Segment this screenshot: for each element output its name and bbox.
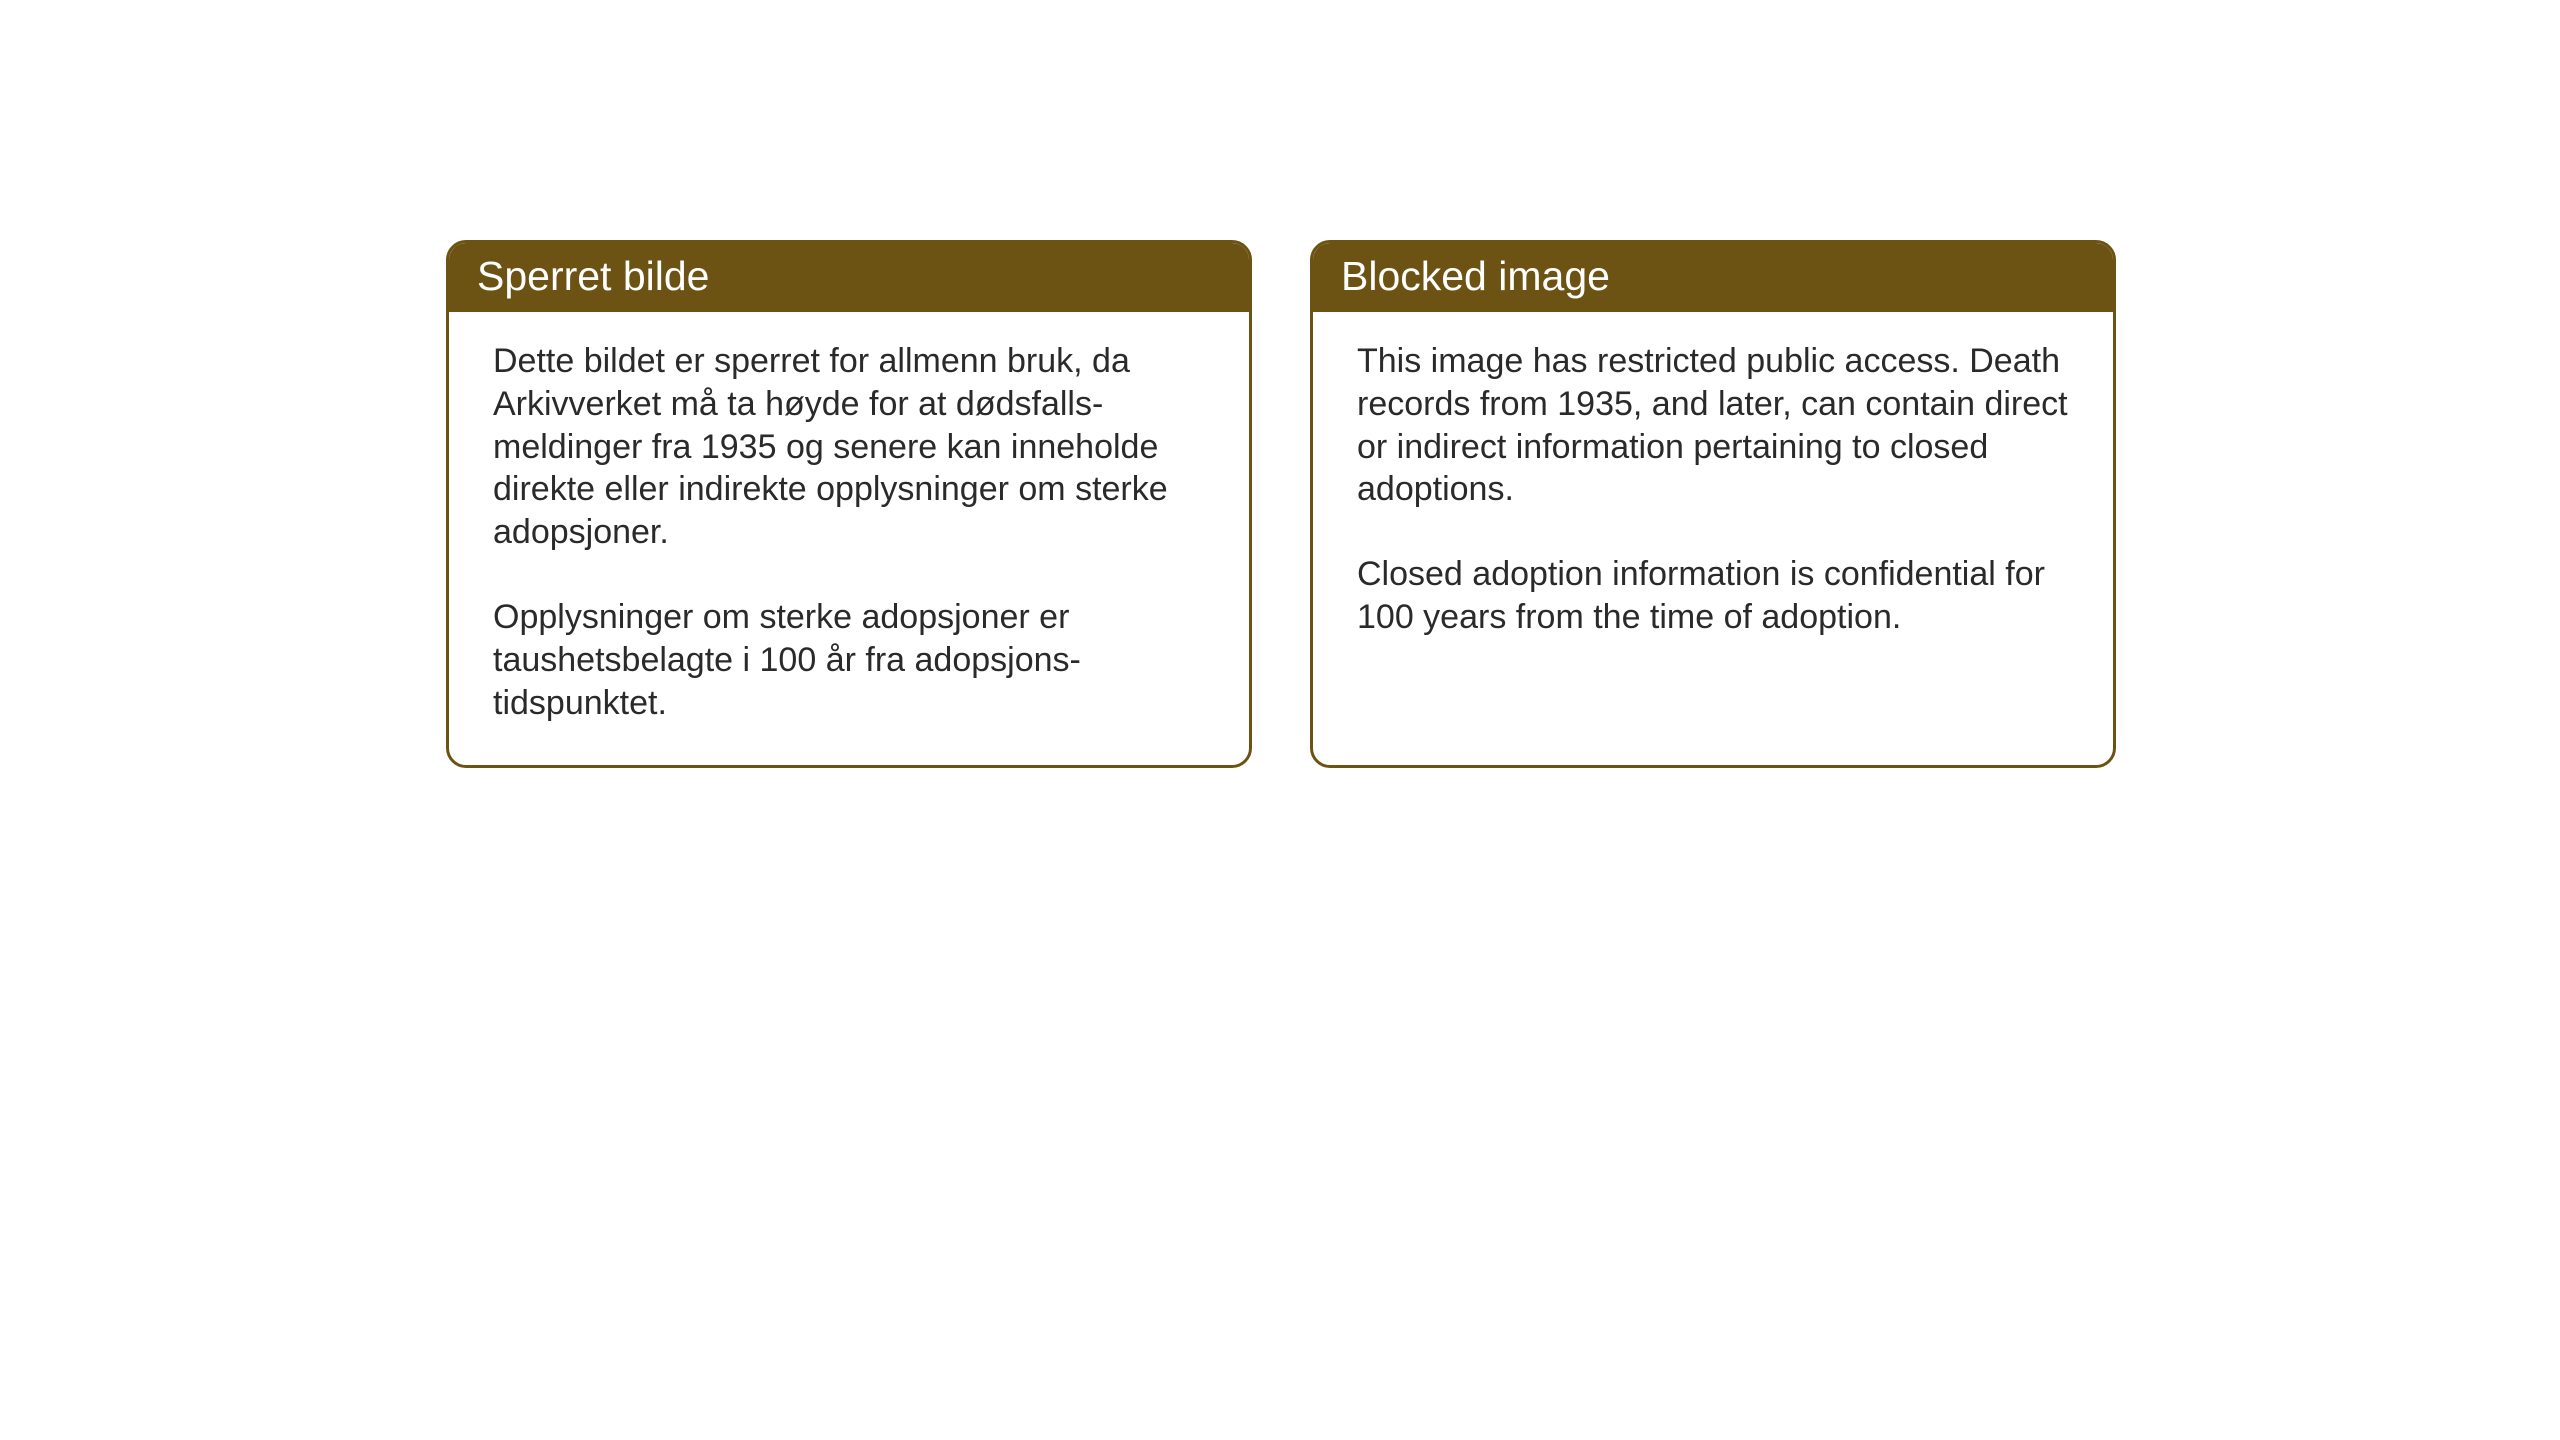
- notice-card-english: Blocked image This image has restricted …: [1310, 240, 2116, 768]
- notice-body-english: This image has restricted public access.…: [1313, 312, 2113, 679]
- notice-title-english: Blocked image: [1341, 253, 1610, 299]
- notice-body-norwegian: Dette bildet er sperret for allmenn bruk…: [449, 312, 1249, 765]
- notice-container: Sperret bilde Dette bildet er sperret fo…: [446, 240, 2116, 768]
- notice-paragraph-1-norwegian: Dette bildet er sperret for allmenn bruk…: [493, 340, 1205, 554]
- notice-header-norwegian: Sperret bilde: [449, 243, 1249, 312]
- notice-paragraph-1-english: This image has restricted public access.…: [1357, 340, 2069, 511]
- notice-header-english: Blocked image: [1313, 243, 2113, 312]
- notice-paragraph-2-norwegian: Opplysninger om sterke adopsjoner er tau…: [493, 596, 1205, 724]
- notice-card-norwegian: Sperret bilde Dette bildet er sperret fo…: [446, 240, 1252, 768]
- notice-title-norwegian: Sperret bilde: [477, 253, 709, 299]
- notice-paragraph-2-english: Closed adoption information is confident…: [1357, 553, 2069, 639]
